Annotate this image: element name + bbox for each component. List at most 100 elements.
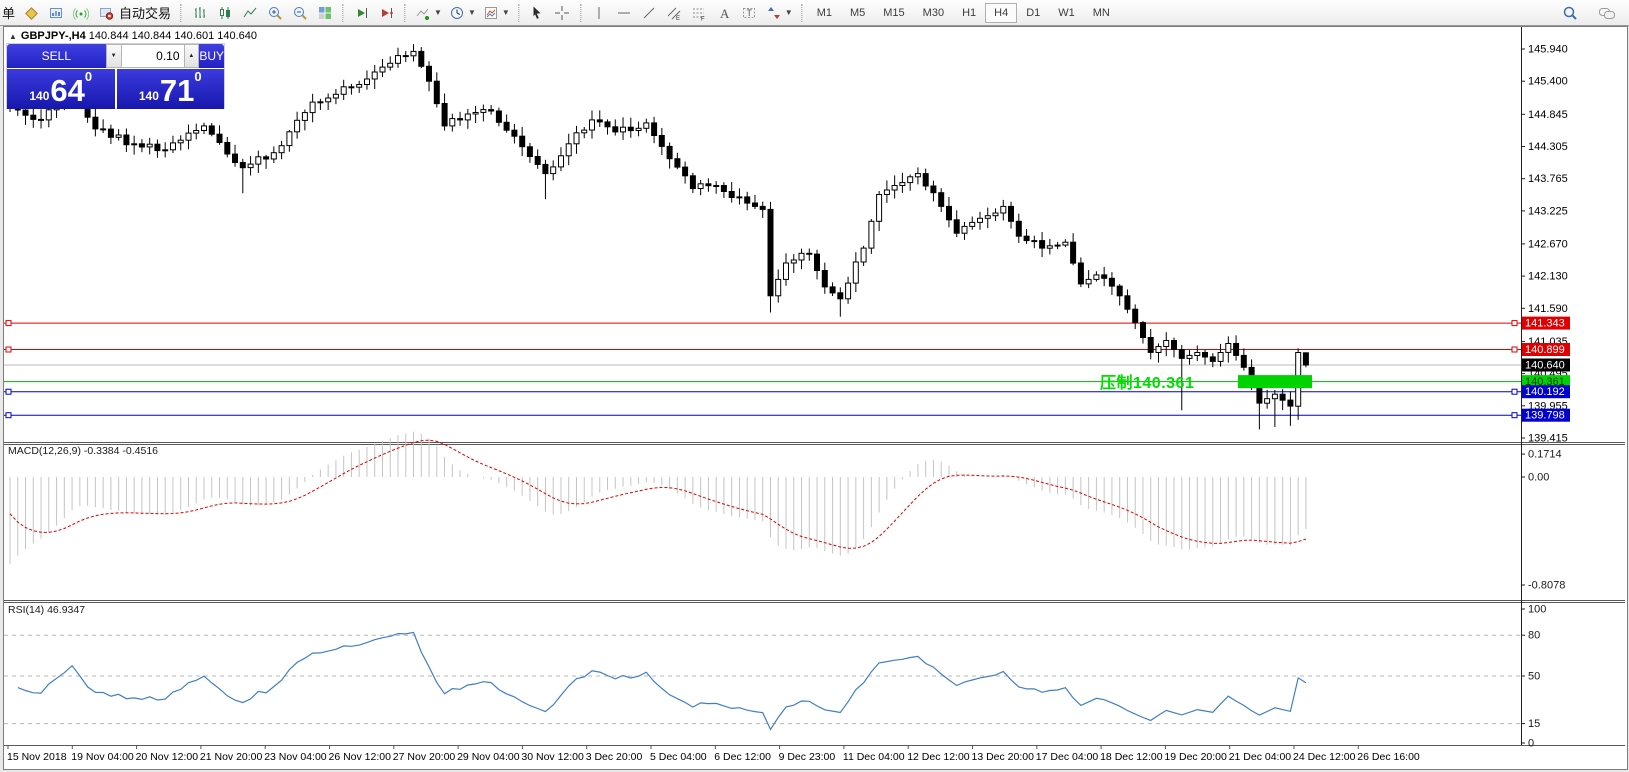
lot-increase-button[interactable]: ▲: [183, 44, 200, 68]
signals-icon[interactable]: [68, 2, 93, 24]
cursor-tool-icon[interactable]: [525, 2, 550, 24]
timeframe-m15-button[interactable]: M15: [883, 6, 905, 19]
bear-candle-body: [1108, 277, 1115, 287]
svg-text:140.192: 140.192: [1525, 386, 1565, 398]
lot-size-input[interactable]: [121, 44, 184, 68]
indicators-icon[interactable]: [411, 2, 436, 24]
bull-candle-body: [1031, 240, 1038, 243]
svg-text:140.361: 140.361: [1525, 376, 1565, 388]
line-anchor-handle[interactable]: [5, 346, 12, 353]
buy-button[interactable]: BUY: [199, 44, 224, 68]
auto-scroll-icon[interactable]: [349, 2, 374, 24]
line-anchor-handle[interactable]: [5, 388, 12, 395]
price-tick-label: 142.130: [1528, 271, 1568, 283]
lot-decrease-button[interactable]: ▼: [105, 44, 122, 68]
chart-canvas[interactable]: 145.940 145.400 144.845 144.305 143.765 143.2…: [4, 27, 1625, 767]
fibonacci-tool-icon[interactable]: F: [687, 2, 712, 24]
clipped-new-order-label[interactable]: 单: [2, 6, 16, 21]
bull-candle-body: [565, 143, 572, 157]
resistance-highlight-rect[interactable]: [1238, 375, 1312, 389]
toolbar-separator: [800, 3, 803, 22]
line-anchor-handle[interactable]: [5, 320, 12, 327]
zoom-in-icon[interactable]: [262, 2, 287, 24]
timeframe-h1-button[interactable]: H1: [962, 6, 977, 19]
sell-price-button[interactable]: 140 64 0: [7, 69, 115, 109]
text-tool-icon[interactable]: A: [712, 2, 737, 24]
bull-candle-body: [620, 126, 626, 133]
trendline-tool-icon[interactable]: [637, 2, 662, 24]
periods-clock-icon[interactable]: [445, 2, 470, 24]
toolbar-separator: [579, 3, 582, 22]
bull-candle-body: [45, 109, 52, 121]
price-tag-139.798: 139.798: [1522, 408, 1570, 422]
tile-windows-icon[interactable]: [312, 2, 337, 24]
time-tick-label: 20 Nov 12:00: [136, 751, 199, 763]
crosshair-tool-icon[interactable]: [550, 2, 575, 24]
time-tick-label: 26 Dec 16:00: [1357, 751, 1420, 763]
timeframe-m30-button[interactable]: M30: [922, 6, 945, 19]
auto-trading-icon[interactable]: [93, 2, 118, 24]
bull-candle-body: [1163, 340, 1170, 347]
rsi-tick-label: 50: [1528, 671, 1540, 683]
buy-price-sup: 0: [194, 69, 202, 84]
timeframe-d1-button[interactable]: D1: [1026, 6, 1041, 19]
timeframe-mn-button[interactable]: MN: [1092, 6, 1110, 19]
sell-button[interactable]: SELL: [7, 44, 106, 68]
bear-candle-body: [1209, 356, 1216, 362]
line-anchor-handle[interactable]: [1511, 388, 1518, 395]
search-icon[interactable]: [1557, 2, 1582, 24]
candlestick-chart-type-icon[interactable]: [212, 2, 237, 24]
indicators-dropdown-arrow[interactable]: ▼: [434, 8, 442, 17]
arrows-tool-icon[interactable]: [762, 2, 787, 24]
arrows-dropdown-arrow[interactable]: ▼: [784, 8, 793, 17]
svg-text:E: E: [676, 16, 680, 21]
market-watch-window-icon[interactable]: [43, 2, 68, 24]
bear-candle-body: [1116, 285, 1123, 297]
line-anchor-handle[interactable]: [1511, 412, 1518, 419]
line-anchor-handle[interactable]: [1511, 320, 1518, 327]
zoom-out-icon[interactable]: [287, 2, 312, 24]
rsi-line: [17, 631, 1307, 731]
bull-candle-body: [977, 217, 983, 223]
macd-tick-label: 0.1714: [1528, 449, 1562, 461]
periods-dropdown-arrow[interactable]: ▼: [467, 8, 476, 17]
bear-candle-body: [30, 114, 37, 120]
timeframe-m5-button[interactable]: M5: [849, 6, 866, 19]
vertical-line-tool-icon[interactable]: [587, 2, 612, 24]
equidistant-channel-tool-icon[interactable]: E: [662, 2, 687, 24]
templates-icon[interactable]: [479, 2, 504, 24]
time-axis[interactable]: 15 Nov 2018 19 Nov 04:00 20 Nov 12:00 21 No…: [7, 746, 1420, 763]
bear-candle-body: [542, 163, 549, 175]
bar-chart-type-icon[interactable]: [187, 2, 212, 24]
price-tick-label: 142.670: [1528, 238, 1568, 250]
sell-price-sup: 0: [84, 69, 93, 84]
horizontal-line-tool-icon[interactable]: [612, 2, 637, 24]
text-label-tool-icon[interactable]: T: [737, 2, 762, 24]
line-anchor-handle[interactable]: [5, 412, 12, 419]
templates-dropdown-arrow[interactable]: ▼: [501, 8, 510, 17]
collapse-ohlc-icon[interactable]: ▲: [9, 32, 17, 41]
chart-window[interactable]: 145.940 145.400 144.845 144.305 143.765 143.2…: [3, 26, 1628, 770]
timeframe-h4-button[interactable]: H4: [985, 2, 1018, 23]
price-axis[interactable]: 145.940 145.400 144.845 144.305 143.765 143.2…: [1521, 44, 1570, 445]
bear-candle-body: [829, 286, 836, 294]
bear-candle-body: [1240, 354, 1247, 368]
timeframe-w1-button[interactable]: W1: [1058, 6, 1075, 19]
bull-candle-body: [464, 113, 471, 121]
horizontal-level-lines[interactable]: [4, 320, 1521, 419]
chat-icon[interactable]: [1594, 2, 1619, 24]
sell-price-main: 64: [50, 73, 85, 108]
auto-trading-label[interactable]: 自动交易: [119, 6, 172, 21]
line-chart-type-icon[interactable]: [237, 2, 262, 24]
buy-price-prefix: 140: [138, 89, 159, 103]
line-anchor-handle[interactable]: [1511, 346, 1518, 353]
time-tick-label: 30 Nov 12:00: [521, 751, 584, 763]
timeframe-m1-button[interactable]: M1: [816, 6, 832, 19]
bull-candle-body: [1264, 398, 1271, 404]
buy-price-button[interactable]: 140 71 0: [116, 69, 224, 109]
bull-candle-body: [736, 196, 743, 199]
new-order-icon[interactable]: [18, 2, 43, 24]
bear-candle-body: [814, 253, 820, 272]
toolbar-separator: [180, 3, 183, 22]
chart-shift-icon[interactable]: [374, 2, 399, 24]
